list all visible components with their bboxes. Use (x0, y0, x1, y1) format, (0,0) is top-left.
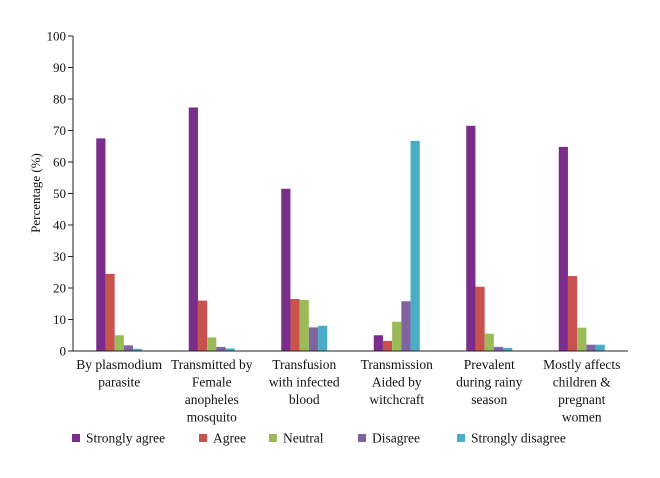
category-label: during rainy (456, 375, 523, 390)
y-axis-title: Percentage (%) (28, 153, 43, 233)
y-tick-label: 20 (53, 281, 66, 296)
legend-swatch (269, 434, 277, 442)
bar (105, 273, 115, 351)
y-tick-label: 10 (53, 312, 66, 327)
y-tick-label: 70 (53, 123, 66, 138)
y-tick-label: 30 (53, 249, 66, 264)
bar (225, 348, 235, 351)
legend: Strongly agree Agree Neutral Disagree Strong… (72, 431, 566, 446)
bar (281, 188, 291, 351)
bar (96, 138, 106, 351)
bar (114, 335, 124, 351)
legend-swatch (358, 434, 366, 442)
bar (595, 344, 605, 351)
bar (308, 327, 319, 351)
legend-swatch (199, 434, 207, 442)
bar (207, 337, 217, 351)
legend-swatch (72, 434, 80, 442)
bar (197, 300, 208, 351)
legend-swatch (457, 434, 465, 442)
bar (484, 333, 494, 351)
category-label: Mostly affects (543, 357, 620, 372)
bar (392, 321, 402, 351)
bar (299, 299, 309, 351)
category-label: Transmitted by (171, 357, 253, 372)
bar (123, 345, 134, 351)
bar (567, 276, 578, 351)
y-tick-label: 40 (53, 218, 66, 233)
category-label: children & (553, 375, 612, 390)
category-label: season (471, 392, 507, 407)
category-label: blood (289, 392, 320, 407)
y-tick-label: 50 (53, 186, 66, 201)
bar (475, 286, 485, 351)
bar (586, 344, 596, 351)
category-label: Female (192, 375, 232, 390)
category-label: witchcraft (369, 392, 424, 407)
legend-label: Disagree (372, 431, 420, 446)
bar (466, 125, 476, 352)
bar (318, 325, 328, 351)
y-tick-label: 60 (53, 155, 66, 170)
legend-label: Agree (213, 431, 246, 446)
y-tick-label: 100 (47, 29, 67, 44)
bar (577, 327, 587, 351)
category-labels: By plasmodium parasite Transmitted by Femal… (76, 357, 620, 425)
category-label: anopheles (185, 392, 239, 407)
y-tick-label: 0 (60, 344, 67, 359)
bar (401, 301, 411, 351)
bar (290, 299, 300, 351)
bars (96, 107, 605, 352)
bar (373, 335, 383, 351)
bar (493, 346, 504, 351)
axes (72, 36, 628, 352)
category-label: mosquito (187, 410, 238, 425)
category-label: pregnant (558, 392, 605, 407)
category-label: Aided by (372, 375, 422, 390)
bar (503, 347, 513, 351)
legend-label: Neutral (283, 431, 324, 446)
y-tick-label: 80 (53, 92, 66, 107)
category-label: with infected (269, 375, 340, 390)
category-label: Prevalent (464, 357, 515, 372)
category-label: parasite (98, 375, 140, 390)
bar (216, 346, 226, 351)
bar (133, 348, 143, 351)
bar (410, 140, 420, 351)
category-label: women (562, 410, 602, 425)
legend-label: Strongly disagree (471, 431, 566, 446)
y-tick-label: 90 (53, 60, 66, 75)
legend-label: Strongly agree (86, 431, 165, 446)
category-label: Transmission (361, 357, 434, 372)
category-label: Transfusion (272, 357, 336, 372)
bar (382, 340, 393, 351)
y-axis-ticks: 0 10 20 30 40 50 60 70 80 90 100 (47, 29, 73, 359)
category-label: By plasmodium (76, 357, 162, 372)
bar (558, 146, 568, 351)
bar (188, 107, 198, 351)
